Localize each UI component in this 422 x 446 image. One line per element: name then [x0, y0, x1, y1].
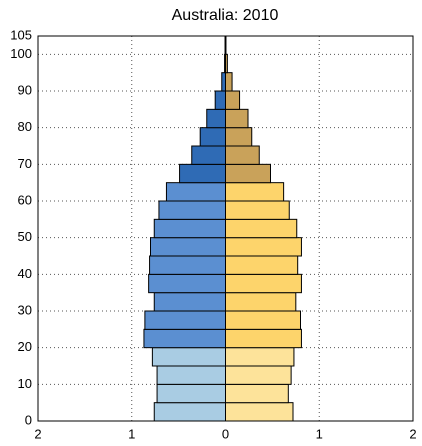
y-tick-label: 70 [18, 156, 32, 171]
x-tick-label: 2 [409, 426, 416, 441]
bar [143, 328, 226, 349]
bar [153, 292, 226, 312]
bar [151, 347, 226, 367]
bar [179, 163, 226, 184]
bar [148, 273, 226, 294]
bar [150, 237, 226, 257]
bar [225, 383, 289, 404]
chart-title: Australia: 2010 [172, 7, 279, 24]
bar [165, 182, 226, 202]
y-tick-label: 80 [18, 119, 32, 134]
bar [225, 72, 233, 92]
bar [221, 72, 226, 92]
y-tick-label: 105 [10, 27, 32, 42]
bar [225, 108, 249, 129]
bar [153, 402, 226, 422]
bar [225, 127, 253, 147]
y-tick-label: 50 [18, 229, 32, 244]
x-tick-label: 2 [34, 426, 41, 441]
bar [225, 90, 241, 110]
bar [214, 90, 226, 110]
bar [156, 365, 226, 385]
bar [225, 145, 260, 165]
bar [199, 127, 226, 147]
bar [225, 163, 271, 184]
bar [158, 200, 226, 220]
y-tick-label: 60 [18, 192, 32, 207]
bar [144, 310, 226, 330]
bar [149, 255, 226, 275]
bar [225, 200, 290, 220]
bar [225, 237, 302, 257]
x-tick-label: 0 [222, 426, 229, 441]
bar [191, 145, 226, 165]
y-tick-label: 40 [18, 266, 32, 281]
y-tick-label: 10 [18, 376, 32, 391]
x-tick-label: 1 [128, 426, 135, 441]
bar [225, 347, 295, 367]
bar [225, 53, 228, 74]
y-tick-label: 30 [18, 302, 32, 317]
bar [225, 402, 294, 422]
bar [225, 218, 298, 239]
y-tick-label: 20 [18, 339, 32, 354]
bar [225, 328, 302, 349]
y-tick-label: 0 [25, 412, 32, 427]
bar [225, 310, 301, 330]
bar [153, 218, 226, 239]
bar [206, 108, 226, 129]
x-tick-label: 1 [316, 426, 323, 441]
bar [225, 292, 297, 312]
bar [225, 182, 285, 202]
bar [225, 255, 299, 275]
bar [225, 365, 292, 385]
bar [156, 383, 226, 404]
y-tick-label: 100 [10, 46, 32, 61]
bar [225, 273, 302, 294]
y-tick-label: 90 [18, 82, 32, 97]
